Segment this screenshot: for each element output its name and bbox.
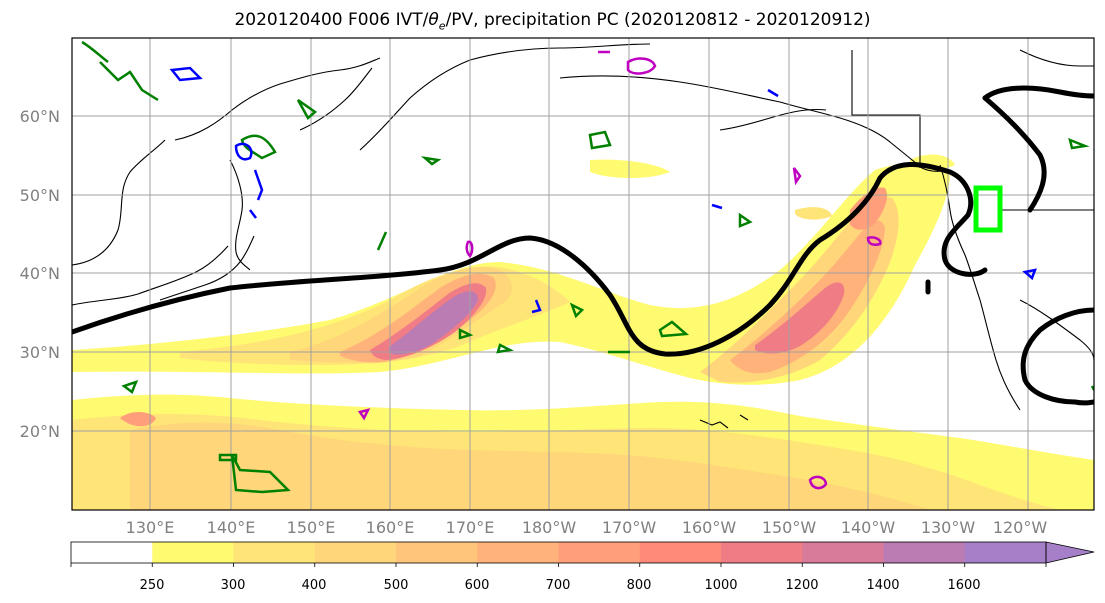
colorbar-segment [802, 542, 884, 563]
colorbar-segment [883, 542, 966, 563]
lat-label-30: 30°N [20, 343, 60, 362]
theta-e-contour [72, 85, 1094, 406]
graticule [72, 38, 1094, 510]
latitude-labels: 60°N 50°N 40°N 30°N 20°N [20, 107, 60, 441]
colorbar-segment [721, 542, 803, 563]
colorbar-tick-label: 400 [302, 578, 327, 593]
colorbar-tick-label: 1200 [785, 578, 818, 593]
colorbar-tick-label: 600 [465, 578, 490, 593]
colorbar-segment [233, 542, 316, 563]
colorbar-tick-label: 1000 [704, 578, 737, 593]
colorbar-segment [314, 542, 397, 563]
colorbar-tick-label: 1600 [947, 578, 980, 593]
lat-label-20: 20°N [20, 422, 60, 441]
lon-label: 140°E [207, 518, 256, 537]
lon-label: 130°E [126, 518, 175, 537]
colorbar-tick-label: 700 [546, 578, 571, 593]
region-highlight-box [973, 185, 1003, 233]
colorbar-segment [639, 542, 722, 563]
map-frame [71, 37, 1095, 511]
colorbar: 250 300 400 500 600 700 800 1000 1200 14… [70, 541, 1095, 593]
pv-contours-blue [169, 66, 1037, 314]
colorbar-tick-label: 250 [140, 578, 165, 593]
lon-label: 140°W [841, 518, 896, 537]
colorbar-segments [71, 542, 1047, 563]
lon-label: 160°E [366, 518, 415, 537]
lon-label: 150°W [762, 518, 817, 537]
colorbar-segment [396, 542, 478, 563]
colorbar-tick-label: 300 [221, 578, 246, 593]
colorbar-tick-labels: 250 300 400 500 600 700 800 1000 1200 14… [140, 578, 981, 593]
lat-label-50: 50°N [20, 186, 60, 205]
longitude-labels: 130°E 140°E 150°E 160°E 170°E 180°W 170°… [126, 518, 1048, 537]
map-plot-area [72, 38, 1094, 510]
colorbar-segment [964, 542, 1047, 563]
colorbar-tick-label: 1400 [866, 578, 899, 593]
lat-label-40: 40°N [20, 264, 60, 283]
lon-label: 150°E [287, 518, 336, 537]
colorbar-ticks [70, 563, 1047, 567]
lon-label: 170°W [602, 518, 657, 537]
pv-contours-green [81, 40, 1094, 494]
colorbar-segment [152, 542, 234, 563]
lon-label: 160°W [682, 518, 737, 537]
lon-label: 130°W [921, 518, 976, 537]
lon-label: 170°E [446, 518, 495, 537]
colorbar-tick-label: 500 [384, 578, 409, 593]
lon-label: 120°W [993, 518, 1048, 537]
lon-label: 180°W [522, 518, 577, 537]
colorbar-extend-arrow [1045, 541, 1095, 564]
ivt-shading-north [72, 163, 950, 385]
colorbar-tick-label: 800 [627, 578, 652, 593]
colorbar-segment [71, 542, 153, 563]
colorbar-segment [558, 542, 641, 563]
colorbar-segment [477, 542, 559, 563]
lat-label-60: 60°N [20, 107, 60, 126]
map-title: 2020120400 F006 IVT/θe/PV, precipitation… [234, 10, 871, 33]
pv-contours-magenta [357, 50, 882, 490]
